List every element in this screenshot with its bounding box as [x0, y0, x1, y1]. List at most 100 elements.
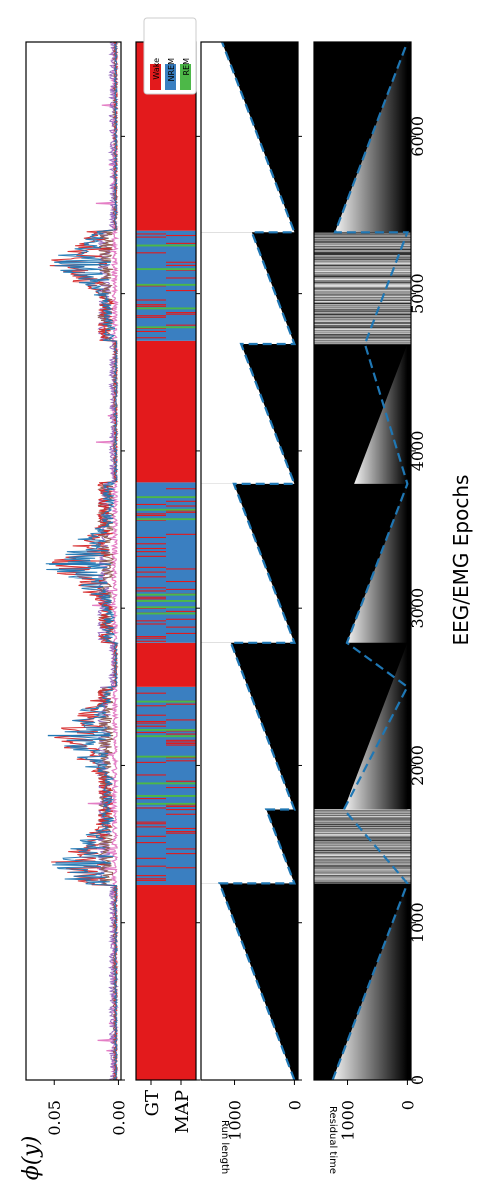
- residual-stripe: [314, 862, 411, 864]
- epoch-axis-label: EEG/EMG Epochs: [449, 475, 473, 646]
- run-length-empty-3: [201, 483, 295, 643]
- residual-stripe: [314, 340, 411, 342]
- hypnogram-rem-12: [136, 508, 196, 511]
- residual-stripe: [314, 237, 411, 238]
- hypnogram-wake-intrusion: [166, 742, 196, 745]
- legend-swatch-nrem: [165, 64, 176, 90]
- residual-stripe: [314, 851, 411, 853]
- hypnogram-wake-intrusion: [136, 879, 166, 881]
- residual-stripe: [314, 256, 411, 258]
- run-length-map-line: [218, 42, 296, 1080]
- hypnogram-wake-intrusion: [166, 269, 196, 271]
- residual-stripe: [314, 845, 411, 846]
- residual-stripe: [314, 832, 411, 834]
- residual-stripe: [314, 312, 411, 314]
- hypnogram-wake-intrusion: [136, 878, 166, 880]
- residual-stripe: [314, 849, 411, 851]
- residual-stripe: [314, 270, 411, 272]
- residual-stripe: [314, 270, 411, 272]
- residual-stripe: [314, 272, 411, 274]
- residual-stripe: [314, 252, 411, 254]
- residual-stripe: [314, 332, 411, 333]
- feature-panel-frame: [25, 41, 122, 1081]
- hypnogram-wake-intrusion: [136, 826, 166, 828]
- residual-ytick-label-1: 0: [398, 1100, 417, 1110]
- residual-stripe: [314, 294, 411, 296]
- residual-stripe: [314, 880, 411, 882]
- residual-stripe: [314, 237, 411, 239]
- hypnogram-wake-intrusion: [166, 610, 196, 612]
- residual-stripe: [314, 850, 411, 851]
- residual-stripe: [314, 289, 411, 291]
- hypnogram-wake-intrusion: [136, 607, 166, 609]
- residual-stripe: [314, 333, 411, 335]
- hypnogram-legend: Wake NREM REM: [143, 17, 197, 95]
- residual-stripe: [314, 236, 411, 238]
- residual-stripe: [314, 291, 411, 293]
- residual-stripe: [314, 868, 411, 870]
- residual-stripe: [314, 337, 411, 338]
- residual-stripe: [314, 298, 411, 300]
- hypnogram-wake-intrusion: [136, 731, 166, 734]
- residual-stripe: [314, 873, 411, 875]
- residual-stripe: [314, 310, 411, 312]
- hypnogram-rem-10: [136, 593, 196, 596]
- residual-stripe: [314, 823, 411, 824]
- residual-stripe: [314, 343, 411, 345]
- residual-stripe: [314, 865, 411, 867]
- hypnogram-wake-intrusion: [136, 725, 166, 727]
- run-length-panel-frame: [200, 41, 299, 1081]
- residual-stripe: [314, 330, 411, 332]
- residual-stripe: [314, 819, 411, 821]
- residual-stripe: [314, 867, 411, 868]
- residual-stripe: [314, 330, 411, 332]
- hypnogram-wake-intrusion: [166, 234, 196, 237]
- residual-panel-frame: [313, 41, 412, 1081]
- hypnogram-wake-intrusion: [166, 324, 196, 326]
- residual-wedge-4: [354, 343, 408, 484]
- hypnogram-wake-intrusion: [166, 618, 196, 620]
- hypnogram-wake-intrusion: [166, 626, 196, 628]
- residual-stripe: [314, 860, 411, 862]
- hypnogram-wake-intrusion: [136, 587, 166, 589]
- hypnogram-bars: [136, 42, 196, 1080]
- residual-stripe: [314, 833, 411, 835]
- hypnogram-wake-intrusion: [136, 252, 166, 254]
- residual-stripe: [314, 819, 411, 821]
- residual-stripe: [314, 250, 411, 252]
- residual-stripe: [314, 296, 411, 298]
- residual-stripe: [314, 238, 411, 240]
- run-length-ylabel: Run length: [219, 1120, 230, 1174]
- residual-stripe: [314, 260, 411, 262]
- residual-stripe: [314, 850, 411, 852]
- residual-stripe: [314, 848, 411, 850]
- residual-stripe: [314, 340, 411, 342]
- residual-stripe: [314, 276, 411, 278]
- residual-stripe: [314, 282, 411, 284]
- hypnogram-wake-intrusion: [166, 760, 196, 762]
- residual-stripe: [314, 321, 411, 323]
- hypnogram-wake-intrusion: [136, 566, 166, 568]
- residual-stripe: [314, 317, 411, 319]
- hypnogram-wake-intrusion: [136, 598, 166, 600]
- residual-stripe: [314, 264, 411, 266]
- residual-stripe: [314, 267, 411, 269]
- residual-stripe: [314, 326, 411, 328]
- residual-stripe: [314, 836, 411, 838]
- residual-stripe: [314, 253, 411, 255]
- residual-stripe: [314, 304, 411, 306]
- legend-swatch-rem: [180, 64, 191, 90]
- hypnogram-wake-intrusion: [136, 823, 166, 825]
- residual-stripe: [314, 275, 411, 277]
- residual-stripe: [314, 873, 411, 875]
- residual-stripe: [314, 825, 411, 827]
- epoch-tick-label-4: 4000: [408, 431, 427, 472]
- residual-stripe: [314, 339, 411, 341]
- residual-stripe: [314, 816, 411, 818]
- hypnogram-wake-intrusion: [166, 277, 196, 279]
- residual-stripe: [314, 831, 411, 833]
- residual-stripe: [314, 321, 411, 323]
- hypnogram-wake-intrusion: [166, 809, 196, 811]
- residual-stripe: [314, 863, 411, 865]
